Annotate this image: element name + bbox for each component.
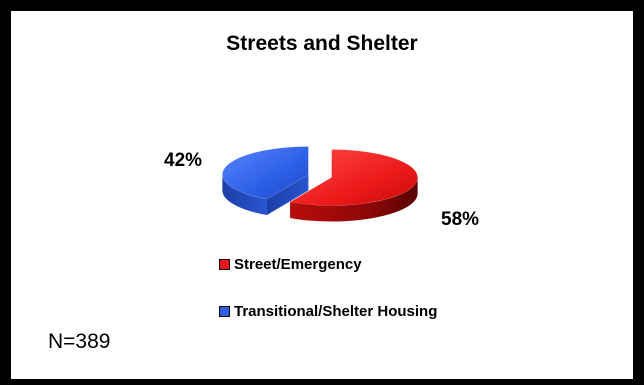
pie-slice-side (222, 174, 267, 216)
sample-size-note: N=389 (48, 330, 111, 353)
chart-title: Streets and Shelter (226, 32, 418, 55)
legend-item-street: Street/Emergency (219, 256, 362, 273)
data-label-transitional: 42% (164, 150, 203, 171)
legend-label-transitional: Transitional/Shelter Housing (234, 303, 438, 320)
legend-item-transitional: Transitional/Shelter Housing (219, 303, 437, 320)
pie-slice-top (222, 146, 309, 200)
legend-swatch-transitional (219, 306, 230, 317)
pie-slice-top (289, 149, 418, 206)
pie-slice-transitional (222, 146, 309, 216)
pie-slice-street (289, 149, 418, 222)
legend-label-street: Street/Emergency (234, 256, 362, 273)
pie-slice-side (290, 177, 418, 222)
legend-swatch-street (219, 259, 230, 270)
pie-slice-face (266, 174, 309, 216)
data-label-street: 58% (441, 209, 480, 230)
